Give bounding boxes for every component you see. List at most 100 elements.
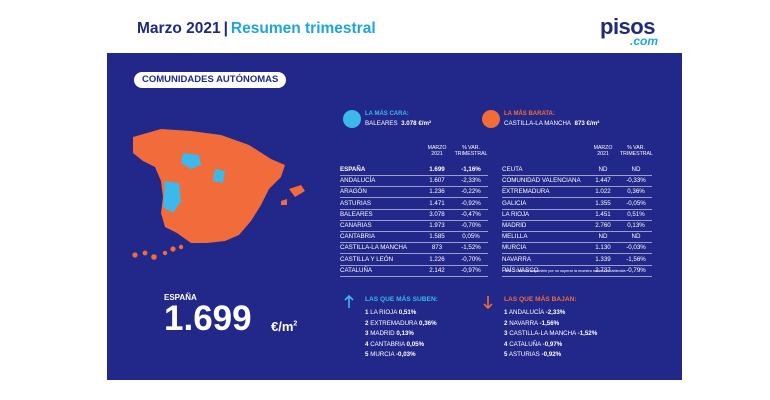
region-price: 873: [431, 244, 443, 252]
region-variation: -0,79%: [626, 266, 646, 274]
spain-map: [132, 129, 305, 260]
title-subtitle: Resumen trimestral: [230, 20, 376, 37]
canarias-1: [132, 252, 138, 258]
cheapest-dot: [482, 110, 500, 128]
list-item: 3 MADRID 0,13%: [365, 330, 414, 337]
region-price: 1.339: [595, 255, 611, 263]
region-name: CATALUÑA: [340, 266, 373, 274]
most-expensive-region: BALEARES: [365, 120, 398, 127]
list-rank: 5: [365, 351, 369, 358]
list-item: 2 NAVARRA -1,56%: [504, 320, 559, 327]
canarias-5: [170, 246, 176, 252]
region-variation: -1,16%: [461, 166, 481, 173]
cheapest-value-line: CASTILLA-LA MANCHA 873 €/m²: [504, 120, 599, 127]
arrow-up-icon: [344, 295, 354, 308]
region-variation: -0,70%: [461, 255, 481, 263]
page-title: Marzo 2021 | Resumen trimestral: [137, 20, 376, 38]
region-price: 1.585: [429, 233, 445, 241]
table-row: PAÍS VASCO 2.737 -0,79%: [502, 265, 652, 277]
table-row: CANTABRIA 1.585 0,05%: [340, 231, 488, 244]
region-price: 1.607: [429, 177, 445, 185]
most-expensive-label: LA MÁS CARA:: [365, 111, 409, 117]
region-variation: -0,22%: [461, 188, 481, 196]
highlight-region-east: [213, 169, 225, 183]
list-rank: 4: [504, 340, 508, 348]
list-region: NAVARRA: [509, 319, 538, 327]
region-variation: -0,03%: [626, 244, 646, 252]
espana-value: 1.699: [164, 299, 252, 338]
most-expensive-value: 3.078 €/m²: [401, 120, 432, 127]
table-row: GALICIA 1.355 -0,05%: [502, 198, 652, 210]
list-item: 2 EXTREMADURA 0,36%: [365, 320, 437, 327]
list-item: 5 ASTURIAS -0,92%: [504, 351, 561, 358]
canarias-4: [162, 250, 168, 256]
region-variation: 0,51%: [627, 210, 645, 218]
list-value: -1,52%: [577, 330, 598, 337]
arrow-down-icon: [483, 296, 493, 309]
list-region: LA RIOJA: [370, 309, 398, 316]
region-variation: -1,52%: [461, 244, 481, 252]
region-name: ASTURIAS: [340, 199, 371, 207]
table-row: ASTURIAS 1.471 -0,92%: [340, 198, 488, 210]
peninsula-shape: [133, 129, 285, 243]
region-price: ND: [598, 166, 608, 173]
cheapest-region: CASTILLA-LA MANCHA: [504, 120, 572, 127]
table-row: ARAGÓN 1.236 -0,22%: [340, 186, 488, 199]
table-row: ESPAÑA 1.699 -1,16%: [340, 164, 488, 176]
list-item: 5 MURCIA -0,03%: [365, 351, 416, 358]
region-price: 2.760: [595, 222, 611, 229]
list-value: 0,13%: [396, 330, 414, 337]
table-row: BALEARES 3.078 -0,47%: [340, 209, 488, 221]
table-right: MARZO 2021 % VAR. TRIMESTRAL CEUTA ND ND CO…: [502, 145, 653, 277]
table-row: CEUTA ND ND: [502, 164, 652, 176]
region-price: 2.737: [595, 266, 611, 274]
list-value: 0,36%: [419, 319, 437, 327]
list-value: -0,03%: [396, 351, 416, 358]
table-row: MELILLA ND ND: [502, 231, 652, 244]
region-price: 1.447: [595, 177, 611, 185]
region-price: 1.471: [429, 199, 445, 207]
list-rank: 3: [504, 330, 508, 337]
list-region: CASTILLA-LA MANCHA: [509, 330, 576, 337]
list-region: ANDALUCÍA: [508, 309, 544, 316]
table-row: CASTILLA Y LEÓN 1.226 -0,70%: [340, 254, 488, 266]
region-name: MADRID: [502, 222, 527, 229]
region-price: 1.699: [429, 166, 445, 173]
title-separator: |: [223, 20, 228, 37]
canarias-3: [151, 254, 157, 260]
header-month: MARZO 2021: [427, 145, 447, 157]
logo-main: pisos: [600, 14, 655, 39]
falling-title: LAS QUE MÁS BAJAN:: [504, 296, 577, 303]
table-left: MARZO 2021 % VAR. TRIMESTRAL ESPAÑA 1.699…: [340, 145, 490, 277]
header-var: % VAR. TRIMESTRAL: [454, 145, 488, 157]
region-name: CANARIAS: [340, 222, 372, 229]
region-price: 1.451: [595, 210, 611, 218]
region-variation: 0,36%: [627, 188, 645, 196]
region-variation: -0,47%: [461, 210, 481, 218]
list-rank: 2: [504, 319, 508, 327]
list-rank: 4: [365, 340, 369, 348]
most-expensive-value-line: BALEARES 3.078 €/m²: [365, 120, 431, 127]
region-variation: -0,33%: [626, 177, 646, 185]
region-variation: -2,33%: [461, 177, 481, 185]
table-row: NAVARRA 1.339 -1,56%: [502, 254, 652, 266]
summary-panel: COMUNIDADES AUTÓNOMAS LA MÁS CARA: BALEA…: [107, 53, 682, 380]
list-value: -1,56%: [539, 319, 560, 327]
region-price: 1.973: [429, 222, 445, 229]
region-name: MURCIA: [502, 244, 527, 252]
region-name: COMUNIDAD VALENCIANA: [502, 177, 581, 185]
region-name: CASTILLA Y LEÓN: [340, 255, 394, 263]
region-name: CEUTA: [502, 166, 523, 173]
header-var-right: % VAR. TRIMESTRAL: [620, 145, 653, 157]
list-region: CATALUÑA: [509, 340, 541, 348]
logo-suffix: .com: [630, 34, 659, 48]
highlight-region-west: [163, 181, 181, 213]
rising-title: LAS QUE MÁS SUBEN:: [365, 296, 438, 303]
highlight-region-north: [181, 153, 201, 169]
list-item: 1 ANDALUCÍA -2,33%: [504, 309, 565, 316]
baleares-shape: [289, 185, 305, 197]
table-row: LA RIOJA 1.451 0,51%: [502, 209, 652, 221]
region-price: ND: [598, 233, 608, 241]
list-item: 4 CATALUÑA -0,97%: [504, 341, 562, 348]
region-name: MELILLA: [502, 233, 528, 241]
